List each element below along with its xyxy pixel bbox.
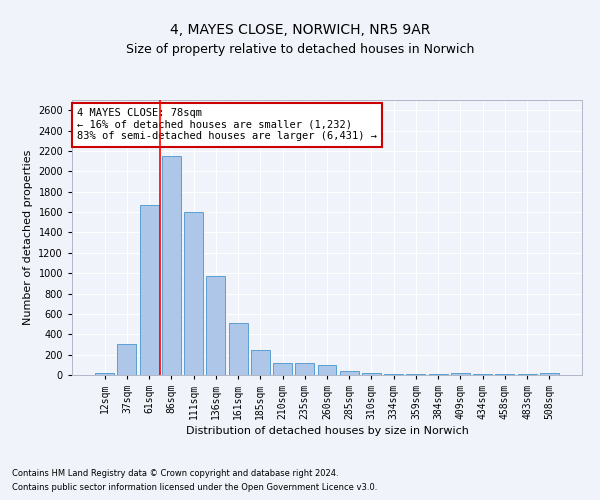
Bar (251, 350, 270, 375)
Text: Contains HM Land Registry data © Crown copyright and database right 2024.: Contains HM Land Registry data © Crown c… (12, 468, 338, 477)
Bar (451, 373, 470, 375)
Text: Contains public sector information licensed under the Open Government Licence v3: Contains public sector information licen… (12, 484, 377, 492)
Bar (384, 374, 403, 375)
Bar (362, 374, 381, 375)
Bar (95, 373, 114, 375)
Bar (206, 276, 225, 375)
Text: 4, MAYES CLOSE, NORWICH, NR5 9AR: 4, MAYES CLOSE, NORWICH, NR5 9AR (170, 22, 430, 36)
Bar (118, 344, 136, 375)
Bar (229, 323, 248, 375)
Text: 4 MAYES CLOSE: 78sqm
← 16% of detached houses are smaller (1,232)
83% of semi-de: 4 MAYES CLOSE: 78sqm ← 16% of detached h… (77, 108, 377, 142)
Bar (184, 212, 203, 375)
X-axis label: Distribution of detached houses by size in Norwich: Distribution of detached houses by size … (185, 426, 469, 436)
Bar (518, 374, 536, 375)
Bar (273, 363, 292, 375)
Bar (406, 374, 425, 375)
Bar (162, 156, 181, 375)
Y-axis label: Number of detached properties: Number of detached properties (23, 150, 32, 325)
Bar (317, 366, 337, 375)
Bar (429, 374, 448, 375)
Bar (140, 205, 158, 375)
Bar (540, 373, 559, 375)
Bar (496, 374, 514, 375)
Text: Size of property relative to detached houses in Norwich: Size of property relative to detached ho… (126, 42, 474, 56)
Bar (295, 364, 314, 375)
Bar (340, 371, 359, 375)
Bar (473, 374, 492, 375)
